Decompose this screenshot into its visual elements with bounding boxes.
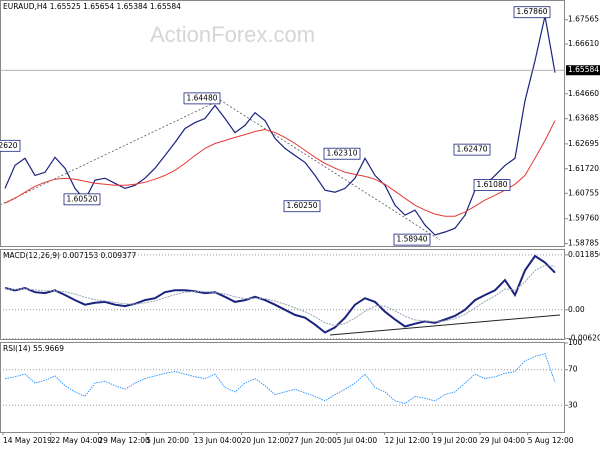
annotation-label: 1.58940 xyxy=(396,235,427,244)
annotation-box xyxy=(283,200,321,213)
y-tick-label: 1.66610 xyxy=(568,39,599,48)
annotation-box xyxy=(323,147,361,160)
x-tick-label: 22 May 04:00 xyxy=(51,436,103,445)
annotation-box xyxy=(453,143,491,156)
x-tick-label: 29 Jul 04:00 xyxy=(480,436,525,445)
annotation-label: 1.64480 xyxy=(186,93,217,102)
x-tick-label: 13 Jun 04:00 xyxy=(194,436,242,445)
y-tick-label: -0.006206 xyxy=(568,334,600,343)
y-tick-label: 30 xyxy=(568,400,578,409)
x-tick-label: 20 Jun 12:00 xyxy=(242,436,290,445)
y-tick-label: 1.64660 xyxy=(568,89,599,98)
last-price-label: 1.65584 xyxy=(568,65,599,74)
y-tick-label: 0.00 xyxy=(568,305,585,314)
series-line xyxy=(4,353,556,404)
trend-line xyxy=(219,99,441,241)
rsi-title: RSI(14) 55.9669 xyxy=(3,344,64,353)
annotation-box xyxy=(0,139,21,152)
price-panel xyxy=(0,0,565,247)
macd-panel xyxy=(0,249,565,340)
annotation-box xyxy=(63,193,101,206)
annotation-box xyxy=(393,233,431,246)
macd-title: MACD(12,26,9) 0.007153 0.009377 xyxy=(3,251,137,260)
y-tick-label: 1.62695 xyxy=(568,139,599,148)
x-tick-label: 5 Jun 20:00 xyxy=(146,436,189,445)
y-tick-label: 100 xyxy=(568,338,583,347)
x-tick-label: 14 May 2019 xyxy=(3,436,52,445)
watermark: ActionForex.com xyxy=(150,22,315,47)
series-line xyxy=(4,264,556,327)
annotation-label: 1.62620 xyxy=(0,141,18,150)
x-tick-label: 29 May 12:00 xyxy=(98,436,150,445)
annotation-box xyxy=(513,6,551,19)
annotation-label: 1.60520 xyxy=(66,194,97,203)
x-tick-label: 5 Jul 04:00 xyxy=(337,436,377,445)
x-tick-label: 19 Jul 20:00 xyxy=(432,436,477,445)
trend-line xyxy=(0,99,221,206)
y-tick-label: 0.011856 xyxy=(568,250,600,259)
rsi-panel xyxy=(0,342,565,433)
series-line xyxy=(4,15,556,236)
x-tick-label: 12 Jul 12:00 xyxy=(385,436,430,445)
price-title: EURAUD,H4 1.65525 1.65654 1.65384 1.6558… xyxy=(3,2,181,11)
y-tick-label: 1.61720 xyxy=(568,164,599,173)
y-tick-label: 1.67565 xyxy=(568,15,599,24)
y-tick-label: 1.60755 xyxy=(568,188,599,197)
y-tick-label: 1.59760 xyxy=(568,214,599,223)
series-line xyxy=(4,254,556,334)
annotation-box xyxy=(183,92,221,105)
last-price-box xyxy=(566,65,600,76)
annotation-label: 1.62470 xyxy=(456,145,487,154)
macd-trend-line xyxy=(329,314,561,336)
series-line xyxy=(4,120,556,217)
x-tick-label: 27 Jun 20:00 xyxy=(289,436,337,445)
annotation-label: 1.62310 xyxy=(326,149,357,158)
y-tick-label: 70 xyxy=(568,365,578,374)
y-tick-label: 1.58785 xyxy=(568,239,599,248)
annotation-label: 1.61080 xyxy=(476,180,507,189)
y-tick-label: 1.63685 xyxy=(568,114,599,123)
annotation-label: 1.60250 xyxy=(286,201,317,210)
annotation-label: 1.67860 xyxy=(516,7,547,16)
x-tick-label: 5 Aug 12:00 xyxy=(528,436,574,445)
annotation-box xyxy=(473,179,511,191)
